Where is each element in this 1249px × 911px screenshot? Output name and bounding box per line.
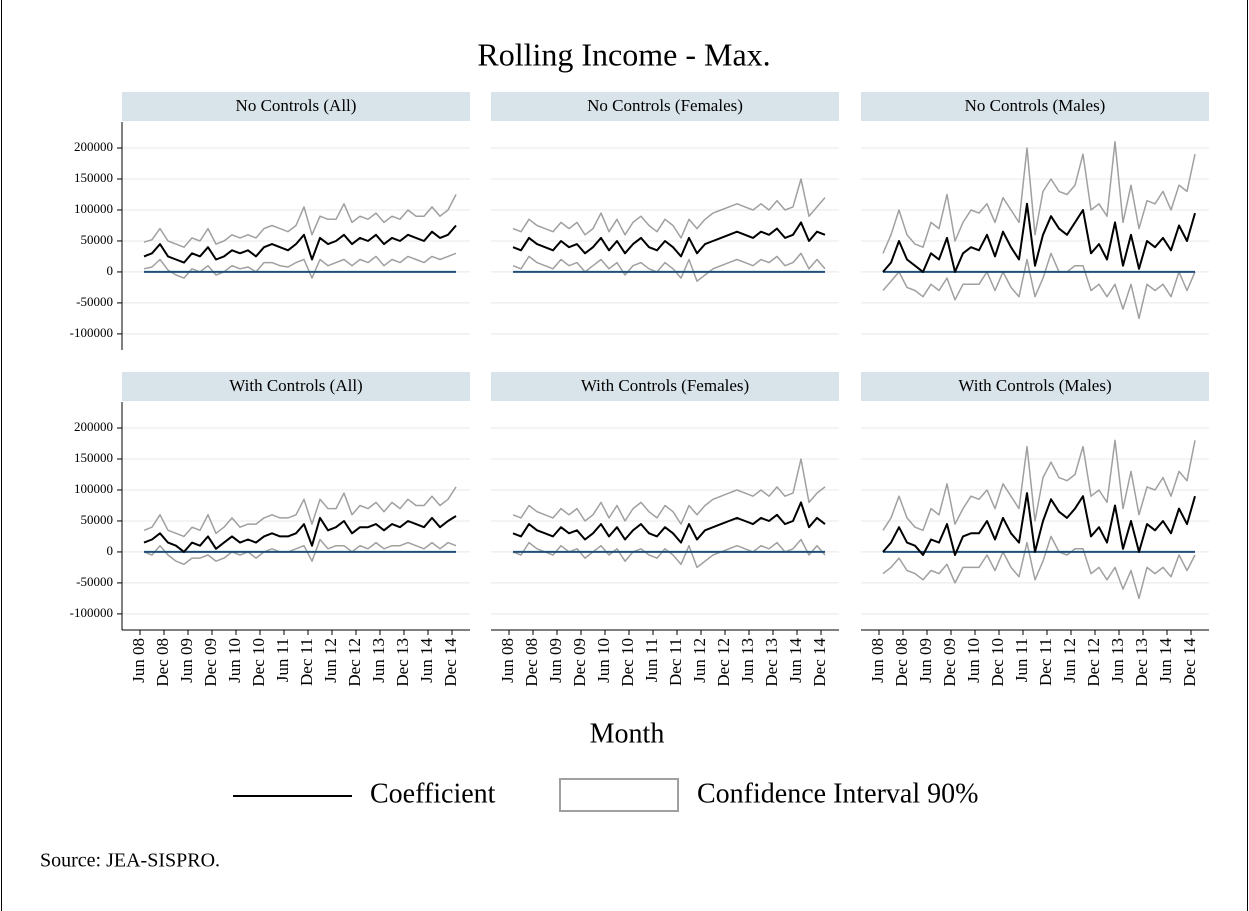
panel-strip	[861, 92, 1209, 121]
x-tick-label: Jun 12	[690, 638, 709, 683]
x-tick-label: Jun 09	[916, 638, 935, 683]
panel-title: No Controls (Females)	[587, 96, 743, 115]
x-tick-label: Dec 13	[393, 638, 412, 687]
ci-upper-line	[143, 486, 457, 538]
x-tick-label: Jun 14	[786, 638, 805, 683]
x-tick-label: Jun 11	[642, 638, 661, 682]
panel-title: No Controls (All)	[236, 96, 357, 115]
x-tick-label: Jun 09	[546, 638, 565, 683]
y-tick-label: 50000	[81, 512, 114, 527]
coefficient-line	[512, 221, 826, 258]
x-tick-label: Jun 10	[964, 638, 983, 683]
panel-title: With Controls (Males)	[958, 376, 1111, 395]
panel-title: No Controls (Males)	[965, 96, 1106, 115]
x-tick-label: Dec 11	[1036, 638, 1055, 686]
x-tick-label: Dec 14	[1180, 638, 1199, 687]
ci-lower-line	[882, 252, 1196, 320]
x-tick-label: Jun 09	[177, 638, 196, 683]
x-tick-label: Jun 13	[369, 638, 388, 683]
y-tick-label: 200000	[74, 419, 113, 434]
x-tick-label: Dec 10	[988, 638, 1007, 687]
x-tick-label: Dec 12	[714, 638, 733, 687]
y-tick-label: 150000	[74, 170, 113, 185]
x-tick-label: Dec 08	[892, 638, 911, 687]
ci-lower-line	[512, 252, 826, 282]
panel-strip	[491, 92, 839, 121]
x-tick-label: Dec 08	[153, 638, 172, 687]
panel-strip	[491, 372, 839, 401]
coefficient-line	[882, 202, 1196, 273]
y-tick-label: 150000	[74, 450, 113, 465]
x-tick-label: Dec 14	[441, 638, 460, 687]
panel-strip	[122, 92, 470, 121]
ci-upper-line	[882, 141, 1196, 254]
x-tick-label: Jun 10	[225, 638, 244, 683]
x-tick-label: Jun 14	[417, 638, 436, 683]
legend-swatch	[559, 778, 679, 812]
x-tick-label: Dec 13	[762, 638, 781, 687]
y-tick-label: 100000	[74, 481, 113, 496]
y-tick-label: 0	[107, 263, 114, 278]
x-tick-label: Dec 09	[570, 638, 589, 687]
coefficient-line	[512, 501, 826, 544]
x-tick-label: Dec 09	[940, 638, 959, 687]
y-tick-label: 200000	[74, 139, 113, 154]
ci-upper-line	[882, 439, 1196, 532]
x-tick-label: Jun 14	[1156, 638, 1175, 683]
ci-lower-line	[143, 252, 457, 279]
legend-label: Coefficient	[370, 778, 496, 809]
x-tick-label: Jun 11	[1012, 638, 1031, 682]
x-tick-label: Jun 08	[129, 638, 148, 683]
x-tick-label: Dec 12	[1084, 638, 1103, 687]
y-tick-label: -50000	[76, 294, 113, 309]
x-tick-label: Dec 12	[345, 638, 364, 687]
y-tick-label: -100000	[70, 325, 113, 340]
y-tick-label: -100000	[70, 605, 113, 620]
x-tick-label: Dec 08	[522, 638, 541, 687]
panel-title: With Controls (Females)	[581, 376, 749, 395]
x-tick-label: Dec 09	[201, 638, 220, 687]
coefficient-line	[143, 224, 457, 264]
x-tick-label: Dec 14	[810, 638, 829, 687]
coefficient-line	[143, 515, 457, 553]
ci-upper-line	[512, 178, 826, 239]
panel-title: With Controls (All)	[229, 376, 362, 395]
x-tick-label: Dec 10	[618, 638, 637, 687]
x-tick-label: Dec 10	[249, 638, 268, 687]
legend-label: Confidence Interval 90%	[697, 778, 978, 809]
source-note: Source: JEA-SISPRO.	[40, 850, 220, 872]
x-tick-label: Jun 13	[1108, 638, 1127, 683]
x-tick-label: Jun 12	[321, 638, 340, 683]
panel-strip	[861, 372, 1209, 401]
ci-upper-line	[512, 458, 826, 525]
y-tick-label: -50000	[76, 574, 113, 589]
x-tick-label: Jun 13	[738, 638, 757, 683]
x-tick-label: Jun 10	[594, 638, 613, 683]
x-axis-title: Month	[590, 718, 665, 749]
ci-lower-line	[882, 535, 1196, 600]
y-tick-label: 50000	[81, 232, 114, 247]
x-tick-label: Jun 08	[498, 638, 517, 683]
x-tick-label: Dec 13	[1132, 638, 1151, 687]
y-tick-label: 100000	[74, 201, 113, 216]
coefficient-line	[882, 492, 1196, 556]
x-tick-label: Jun 08	[868, 638, 887, 683]
panel-strip	[122, 372, 470, 401]
x-tick-label: Dec 11	[666, 638, 685, 686]
ci-upper-line	[143, 194, 457, 248]
x-tick-label: Dec 11	[297, 638, 316, 686]
x-tick-label: Jun 11	[273, 638, 292, 682]
x-tick-label: Jun 12	[1060, 638, 1079, 683]
figure-title: Rolling Income - Max.	[477, 36, 770, 72]
ci-lower-line	[143, 538, 457, 566]
y-tick-label: 0	[107, 543, 114, 558]
